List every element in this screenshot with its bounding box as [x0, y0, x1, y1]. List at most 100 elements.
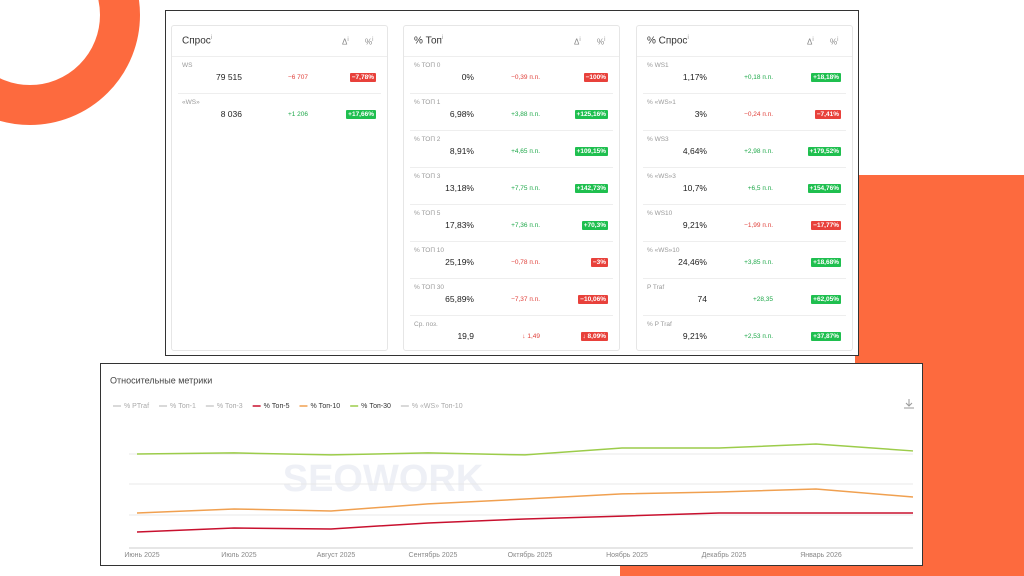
row-value: 17,83% — [445, 220, 474, 230]
row-separator — [410, 315, 613, 316]
row-value: 25,19% — [445, 257, 474, 267]
pct-header-text: % — [365, 37, 373, 47]
row-separator — [643, 204, 846, 205]
row-label: «WS» — [182, 99, 200, 106]
info-icon[interactable]: i — [210, 35, 213, 41]
chart: SEOWORK Относительные метрики Июнь 2025 И… — [110, 375, 914, 559]
row-separator — [643, 130, 846, 131]
row-delta: −7,37 п.п. — [511, 296, 540, 303]
row-value: 13,18% — [445, 183, 474, 193]
row-delta: −0,24 п.п. — [744, 111, 773, 118]
row-value: 79 515 — [216, 72, 242, 82]
row-separator — [410, 167, 613, 168]
metric-card: % Спросi Δi %i% WS1 1,17% +0,18 п.п. +18,18%%… — [636, 25, 853, 351]
row-label: % ТОП 0 — [414, 62, 441, 69]
row-pct-badge: +109,15% — [574, 147, 608, 156]
row-label: % ТОП 5 — [414, 210, 441, 217]
row-pct-badge: ↓ 8,09% — [580, 332, 608, 341]
row-pct-badge: −17,77% — [811, 221, 841, 230]
row-pct-badge: +142,73% — [574, 184, 608, 193]
chart-panel: SEOWORK Относительные метрики Июнь 2025 И… — [100, 363, 923, 566]
pct-header-text: % — [830, 37, 838, 47]
row-delta: +2,53 п.п. — [744, 333, 773, 340]
delta-header: Δi — [807, 37, 814, 47]
row-label: P Traf — [647, 284, 665, 291]
legend-item[interactable]: % PTraf — [113, 403, 149, 410]
x-tick-label: Ноябрь 2025 — [606, 551, 648, 559]
row-label: % ТОП 10 — [414, 247, 445, 254]
row-separator — [643, 278, 846, 279]
row-delta: +7,75 п.п. — [511, 185, 540, 192]
x-tick-label: Октябрь 2025 — [508, 551, 553, 559]
row-separator — [643, 241, 846, 242]
download-glyph — [904, 399, 914, 409]
x-tick-label: Январь 2026 — [800, 552, 842, 559]
row-label: % ТОП 3 — [414, 173, 441, 180]
card-title-text: Спрос — [182, 35, 211, 47]
row-value: 10,7% — [682, 183, 707, 193]
delta-header-text: Δ — [574, 37, 580, 47]
decor-ring — [0, 0, 140, 125]
row-separator — [410, 278, 613, 279]
row-pct-badge: −7,41% — [814, 110, 841, 119]
row-pct-badge: −100% — [583, 73, 608, 82]
legend-item[interactable]: % Топ-3 — [205, 403, 243, 410]
series-line — [136, 488, 914, 514]
legend-item[interactable]: % Топ-10 — [299, 403, 340, 410]
legend-label: % Топ-10 — [310, 403, 340, 410]
row-separator — [643, 93, 846, 94]
legend-label: % Топ-1 — [170, 403, 196, 410]
info-icon[interactable]: i — [441, 35, 444, 41]
delta-header: Δi — [342, 37, 349, 47]
card-title-text: % Топ — [414, 35, 442, 47]
row-pct-badge: +125,16% — [574, 110, 608, 119]
info-icon[interactable]: i — [837, 37, 839, 43]
row-label: % P Traf — [647, 321, 672, 328]
row-value: 9,21% — [682, 331, 707, 341]
info-icon[interactable]: i — [579, 37, 581, 43]
row-value: 6,98% — [449, 109, 474, 119]
row-delta: −0,78 п.п. — [511, 259, 540, 266]
legend-label: % Топ-30 — [361, 403, 391, 410]
row-pct-badge: −10,06% — [578, 295, 608, 304]
legend-item[interactable]: % Топ-5 — [252, 403, 290, 410]
watermark: SEOWORK — [283, 458, 484, 500]
row-separator — [643, 315, 846, 316]
info-icon[interactable]: i — [372, 37, 374, 43]
legend-item[interactable]: % Топ-1 — [159, 403, 196, 410]
chart-title: Относительные метрики — [110, 375, 212, 385]
row-delta: −0,39 п.п. — [511, 74, 540, 81]
row-pct-badge: +18,68% — [811, 258, 841, 267]
card-title: % Спросi — [647, 35, 689, 46]
info-icon[interactable]: i — [812, 37, 814, 43]
row-pct-badge: −7,78% — [349, 73, 376, 82]
x-tick-label: Июнь 2025 — [124, 552, 159, 559]
header-separator — [172, 56, 387, 57]
row-separator — [643, 167, 846, 168]
download-icon[interactable] — [904, 399, 914, 409]
pct-header: %i — [597, 37, 605, 47]
x-tick-label: Июль 2025 — [221, 552, 256, 559]
metrics-panel: Спросi Δi %i WS 79 515 −6 707 −7,78% «WS» 8 036 +… — [165, 10, 859, 356]
row-value: 1,17% — [682, 72, 707, 82]
info-icon[interactable]: i — [604, 37, 606, 43]
legend-label: % Топ-5 — [264, 403, 290, 410]
row-label: % WS10 — [647, 210, 673, 217]
legend-item[interactable]: % «WS» Топ-10 — [400, 403, 463, 410]
row-label: WS — [182, 62, 193, 69]
legend-label: % PTraf — [124, 403, 149, 410]
row-value: 4,64% — [682, 146, 707, 156]
row-pct-badge: +62,05% — [811, 295, 841, 304]
row-separator — [178, 93, 381, 94]
row-label: % ТОП 2 — [414, 136, 441, 143]
card-title: % Топi — [414, 35, 443, 46]
legend-label: % «WS» Топ-10 — [412, 403, 463, 410]
row-delta: +6,5 п.п. — [747, 185, 773, 192]
row-delta: +2,98 п.п. — [744, 148, 773, 155]
delta-header: Δi — [574, 37, 581, 47]
row-delta: −6 707 — [287, 74, 308, 81]
info-icon[interactable]: i — [347, 37, 349, 43]
legend-item[interactable]: % Топ-30 — [350, 403, 391, 410]
info-icon[interactable]: i — [687, 35, 689, 41]
